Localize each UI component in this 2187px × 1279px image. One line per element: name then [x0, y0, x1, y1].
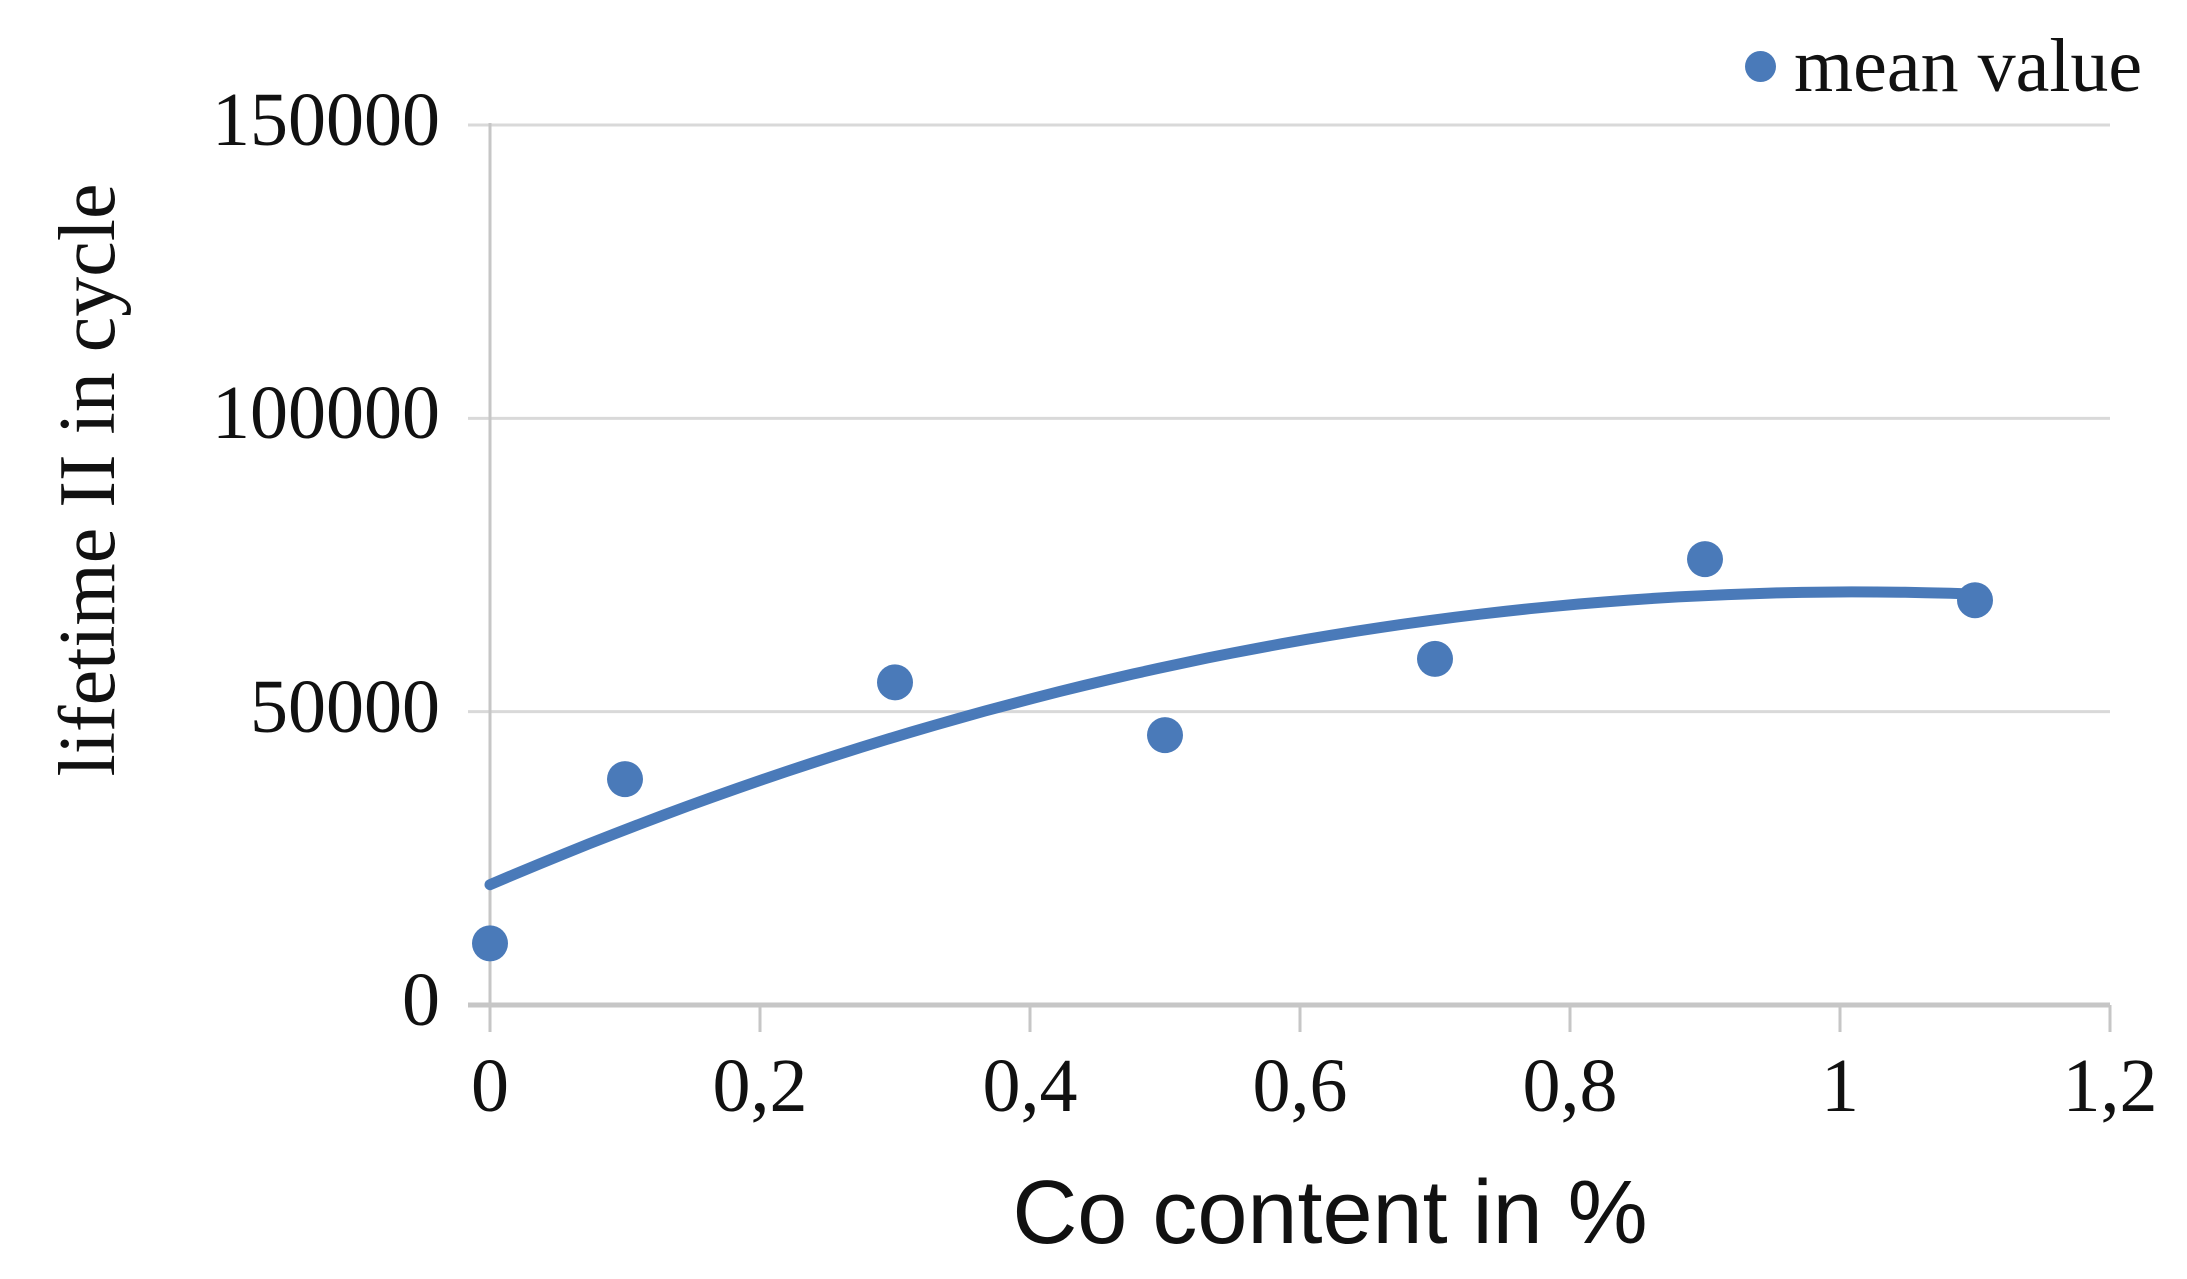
data-point [1687, 541, 1723, 578]
data-point [1957, 582, 1993, 619]
x-tick-label: 0,8 [1522, 1044, 1618, 1128]
legend: mean value [1745, 28, 2142, 104]
x-axis-title: Co content in % [1012, 1163, 1648, 1263]
y-tick-label: 0 [402, 958, 440, 1042]
y-tick-label: 50000 [250, 664, 440, 749]
y-tick-label: 150000 [212, 78, 440, 162]
trend-line [484, 586, 1981, 891]
x-tick-label: 0,4 [982, 1044, 1078, 1128]
x-tick-label: 1 [1821, 1044, 1859, 1128]
legend-label: mean value [1794, 24, 2143, 108]
data-point [472, 925, 508, 962]
x-tick-label: 0 [471, 1044, 509, 1128]
x-tick-label: 1,2 [2062, 1044, 2158, 1128]
x-tick-label: 0,2 [712, 1044, 808, 1128]
data-point [877, 664, 913, 701]
legend-marker-icon [1745, 50, 1776, 82]
x-tick-label: 0,6 [1252, 1044, 1348, 1128]
y-tick-label: 100000 [212, 371, 440, 456]
data-point [607, 761, 643, 798]
data-point [1147, 717, 1183, 754]
data-point [1417, 640, 1453, 677]
